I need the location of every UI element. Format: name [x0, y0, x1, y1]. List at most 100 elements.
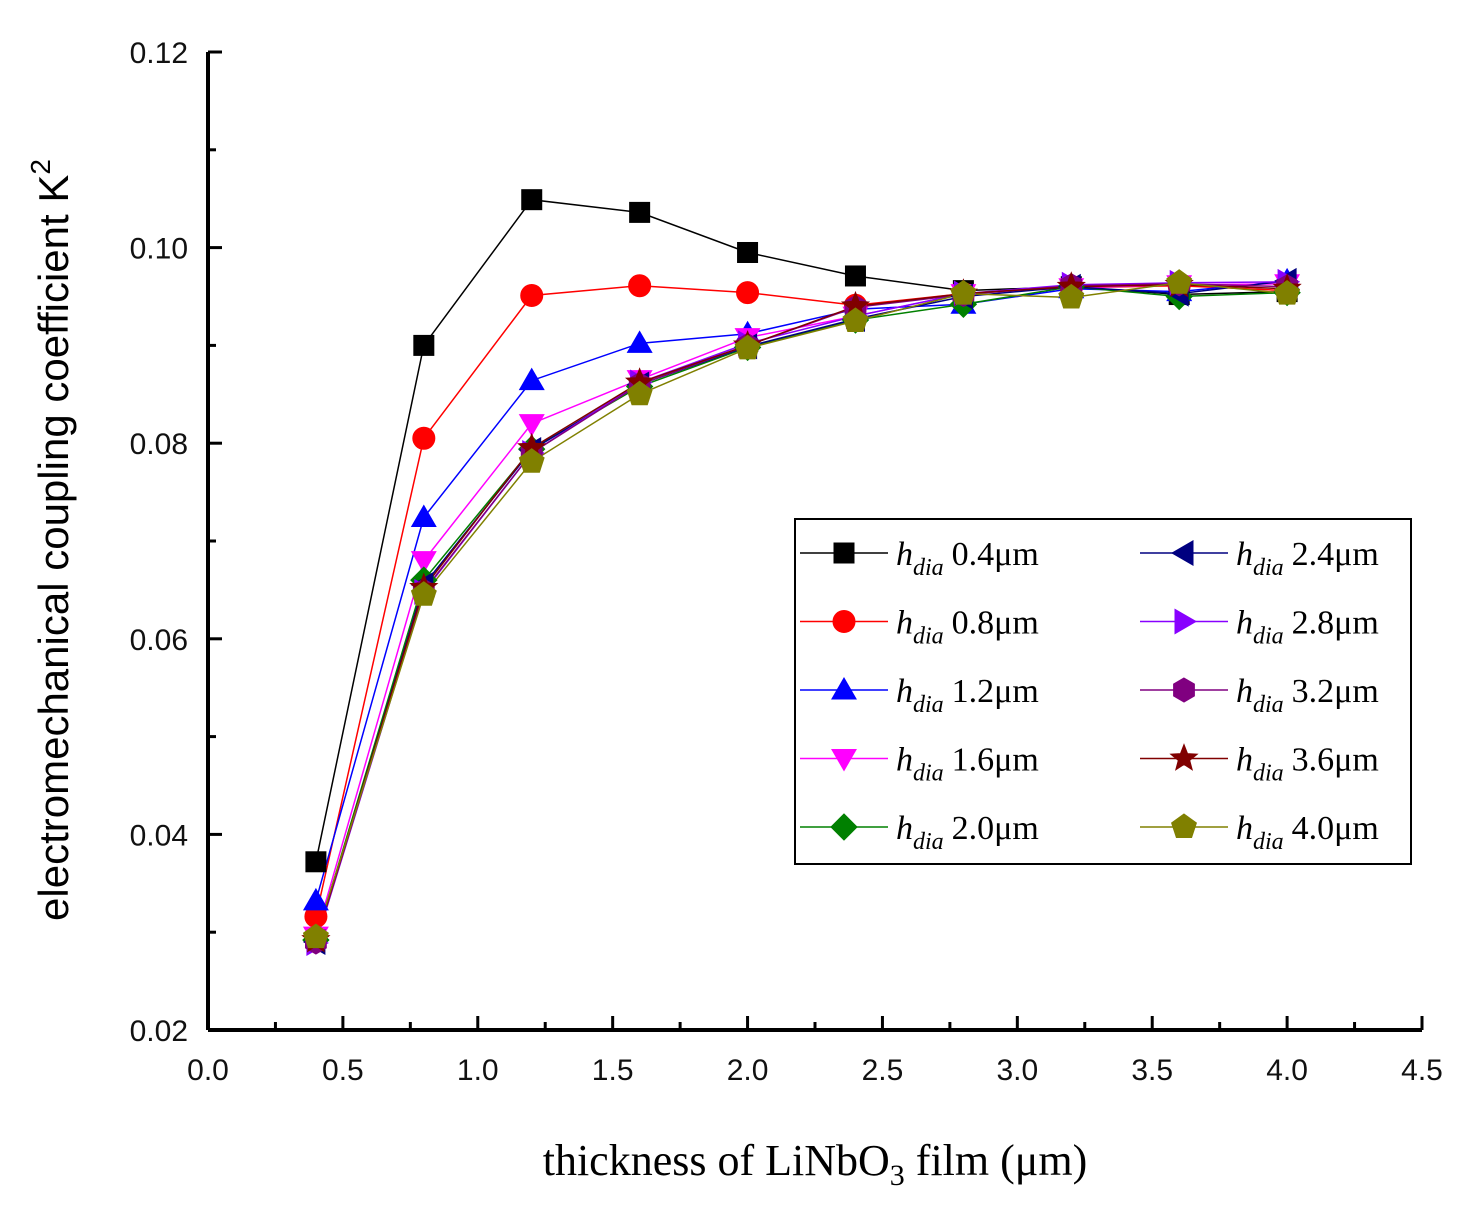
legend-marker [1173, 677, 1195, 703]
data-point-s9-p3 [626, 380, 653, 406]
legend-label-h: h [1236, 605, 1253, 642]
legend-label: hdia 0.8μm [896, 605, 1039, 650]
legend-label-value: 2.0μm [952, 810, 1039, 847]
legend-label-sub: dia [913, 555, 944, 581]
legend-marker [831, 749, 857, 772]
legend-label-sub: dia [1253, 555, 1284, 581]
legend-item: hdia 2.4μm [1140, 536, 1379, 581]
axes: 0.0 0.5 1.0 1.5 2.0 2.5 3.0 3.5 4.0 4.5 0.02 0.04 0.… [130, 37, 1443, 1087]
data-point-s9-p7 [1058, 283, 1085, 309]
legend-label-value: 3.2μm [1292, 673, 1379, 710]
legend-label: hdia 1.6μm [896, 742, 1039, 787]
legend-marker [1171, 813, 1197, 838]
legend-item: hdia 1.2μm [800, 673, 1039, 718]
legend-label: hdia 3.6μm [1236, 742, 1379, 787]
series-line-4 [315, 285, 1288, 941]
data-point-s2-p0 [302, 887, 329, 911]
legend-label-h: h [896, 605, 913, 642]
legend-label-value: 0.8μm [952, 605, 1039, 642]
legend-label-h: h [1236, 810, 1253, 847]
legend-marker [832, 610, 856, 633]
legend-label-h: h [1236, 742, 1253, 779]
x-axis-title: thickness of LiNbO3 film (μm) [543, 1136, 1088, 1192]
legend-label-h: h [896, 536, 913, 573]
legend-label-h: h [1236, 673, 1253, 710]
y-tick-label: 0.10 [130, 233, 188, 266]
y-tick-label: 0.08 [130, 428, 188, 461]
data-point-s2-p2 [518, 367, 545, 391]
legend-label-value: 4.0μm [1292, 810, 1379, 847]
x-tick-label: 2.0 [727, 1054, 769, 1087]
x-tick-label: 4.0 [1266, 1054, 1308, 1087]
x-tick-label: 2.5 [862, 1054, 904, 1087]
x-tick-label: 3.0 [996, 1054, 1038, 1087]
legend-marker [830, 813, 858, 841]
x-tick-label: 1.5 [592, 1054, 634, 1087]
y-axis-title: electromechanical coupling coefficient K… [25, 159, 77, 921]
y-tick-label: 0.12 [130, 37, 188, 70]
data-point-s3-p1 [410, 551, 437, 574]
x-tick-label: 4.5 [1401, 1054, 1443, 1087]
data-point-s2-p3 [626, 330, 653, 353]
legend-label-value: 1.6μm [952, 742, 1039, 779]
legend-label-sub: dia [1253, 761, 1284, 787]
data-point-s9-p1 [410, 581, 437, 606]
legend-item: hdia 0.4μm [800, 536, 1039, 581]
series-markers [301, 189, 1302, 956]
y-tick-label: 0.06 [130, 624, 188, 657]
x-axis-title-prefix: thickness of LiNbO [543, 1136, 890, 1185]
legend-label: hdia 2.0μm [896, 810, 1039, 855]
data-point-s9-p0 [302, 923, 329, 949]
legend-marker [1170, 540, 1194, 566]
data-point-s1-p2 [520, 284, 544, 308]
series-line-9 [315, 282, 1288, 938]
series-line-8 [315, 284, 1288, 941]
legend-marker [833, 542, 855, 564]
legend-marker [1169, 743, 1199, 771]
legend-label-value: 3.6μm [1292, 742, 1379, 779]
data-point-s9-p5 [842, 307, 869, 332]
x-axis-title-suffix: film (μm) [905, 1136, 1087, 1185]
data-point-s0-p3 [629, 201, 651, 223]
legend-label: hdia 2.8μm [1236, 605, 1379, 650]
y-axis-title-superscript: 2 [25, 159, 56, 175]
y-tick-label: 0.04 [130, 819, 188, 852]
data-point-s1-p3 [628, 274, 652, 298]
legend-label-h: h [1236, 536, 1253, 573]
legend-label-h: h [896, 673, 913, 710]
x-tick-label: 0.5 [322, 1054, 364, 1087]
x-axis-title-subscript: 3 [890, 1159, 905, 1192]
legend-label: hdia 0.4μm [896, 536, 1039, 581]
data-point-s1-p1 [412, 426, 436, 450]
legend-label-sub: dia [1253, 692, 1284, 718]
legend-item: hdia 3.6μm [1140, 742, 1379, 787]
y-tick-label: 0.02 [130, 1015, 188, 1048]
data-point-s2-p1 [410, 504, 437, 527]
legend-item: hdia 2.0μm [800, 810, 1039, 855]
legend-label-sub: dia [1253, 829, 1284, 855]
data-point-s0-p0 [305, 851, 327, 873]
legend-label-value: 2.4μm [1292, 536, 1379, 573]
legend-label-sub: dia [913, 692, 944, 718]
legend-label-value: 2.8μm [1292, 605, 1379, 642]
legend-label-h: h [896, 742, 913, 779]
legend-item: hdia 4.0μm [1140, 810, 1379, 855]
legend-label-sub: dia [913, 624, 944, 650]
legend-item: hdia 0.8μm [800, 605, 1039, 650]
legend-label-h: h [896, 810, 913, 847]
legend-label-value: 0.4μm [952, 536, 1039, 573]
y-axis-title-text: electromechanical coupling coefficient K [30, 175, 77, 921]
legend-label-value: 1.2μm [952, 673, 1039, 710]
series-lines [315, 198, 1288, 944]
legend-item: hdia 3.2μm [1140, 673, 1379, 718]
data-point-s9-p4 [734, 334, 761, 360]
data-point-s0-p5 [844, 265, 866, 287]
data-point-s0-p2 [521, 189, 543, 211]
data-point-s0-p1 [413, 334, 435, 356]
legend-box [794, 518, 1412, 865]
legend-label: hdia 1.2μm [896, 673, 1039, 718]
legend-label-sub: dia [1253, 624, 1284, 650]
legend-label: hdia 2.4μm [1236, 536, 1379, 581]
